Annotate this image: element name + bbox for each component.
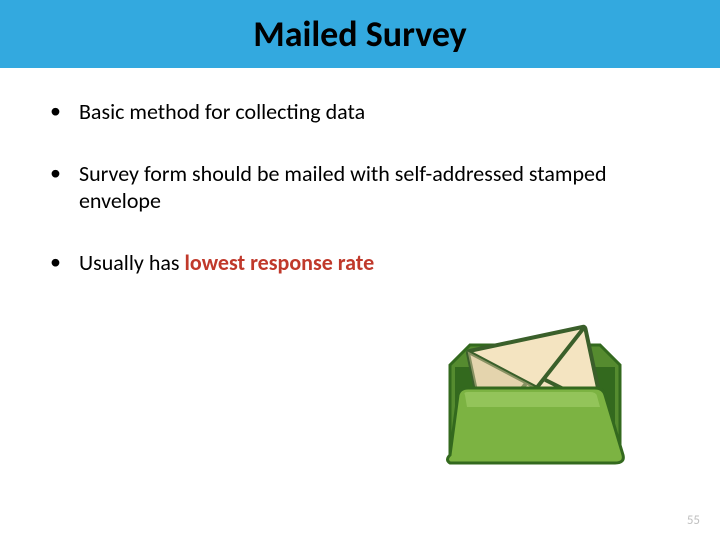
mail-folder-icon xyxy=(420,285,640,490)
bullet-marker: • xyxy=(50,249,61,275)
slide-title: Mailed Survey xyxy=(253,12,467,56)
page-number: 55 xyxy=(687,513,700,528)
bullet-text: Usually has lowest response rate xyxy=(79,249,374,277)
bullet-text: Survey form should be mailed with self-a… xyxy=(79,160,670,215)
bullet-prefix: Usually has xyxy=(79,249,185,276)
title-bar: Mailed Survey xyxy=(0,0,720,68)
bullet-item: • Basic method for collecting data xyxy=(50,98,670,126)
bullet-item: • Survey form should be mailed with self… xyxy=(50,160,670,215)
bullet-marker: • xyxy=(50,160,61,186)
bullet-marker: • xyxy=(50,98,61,124)
bullet-item: • Usually has lowest response rate xyxy=(50,249,670,277)
bullet-text: Basic method for collecting data xyxy=(79,98,365,126)
content-area: • Basic method for collecting data • Sur… xyxy=(0,68,720,276)
bullet-highlight: lowest response rate xyxy=(185,249,375,276)
